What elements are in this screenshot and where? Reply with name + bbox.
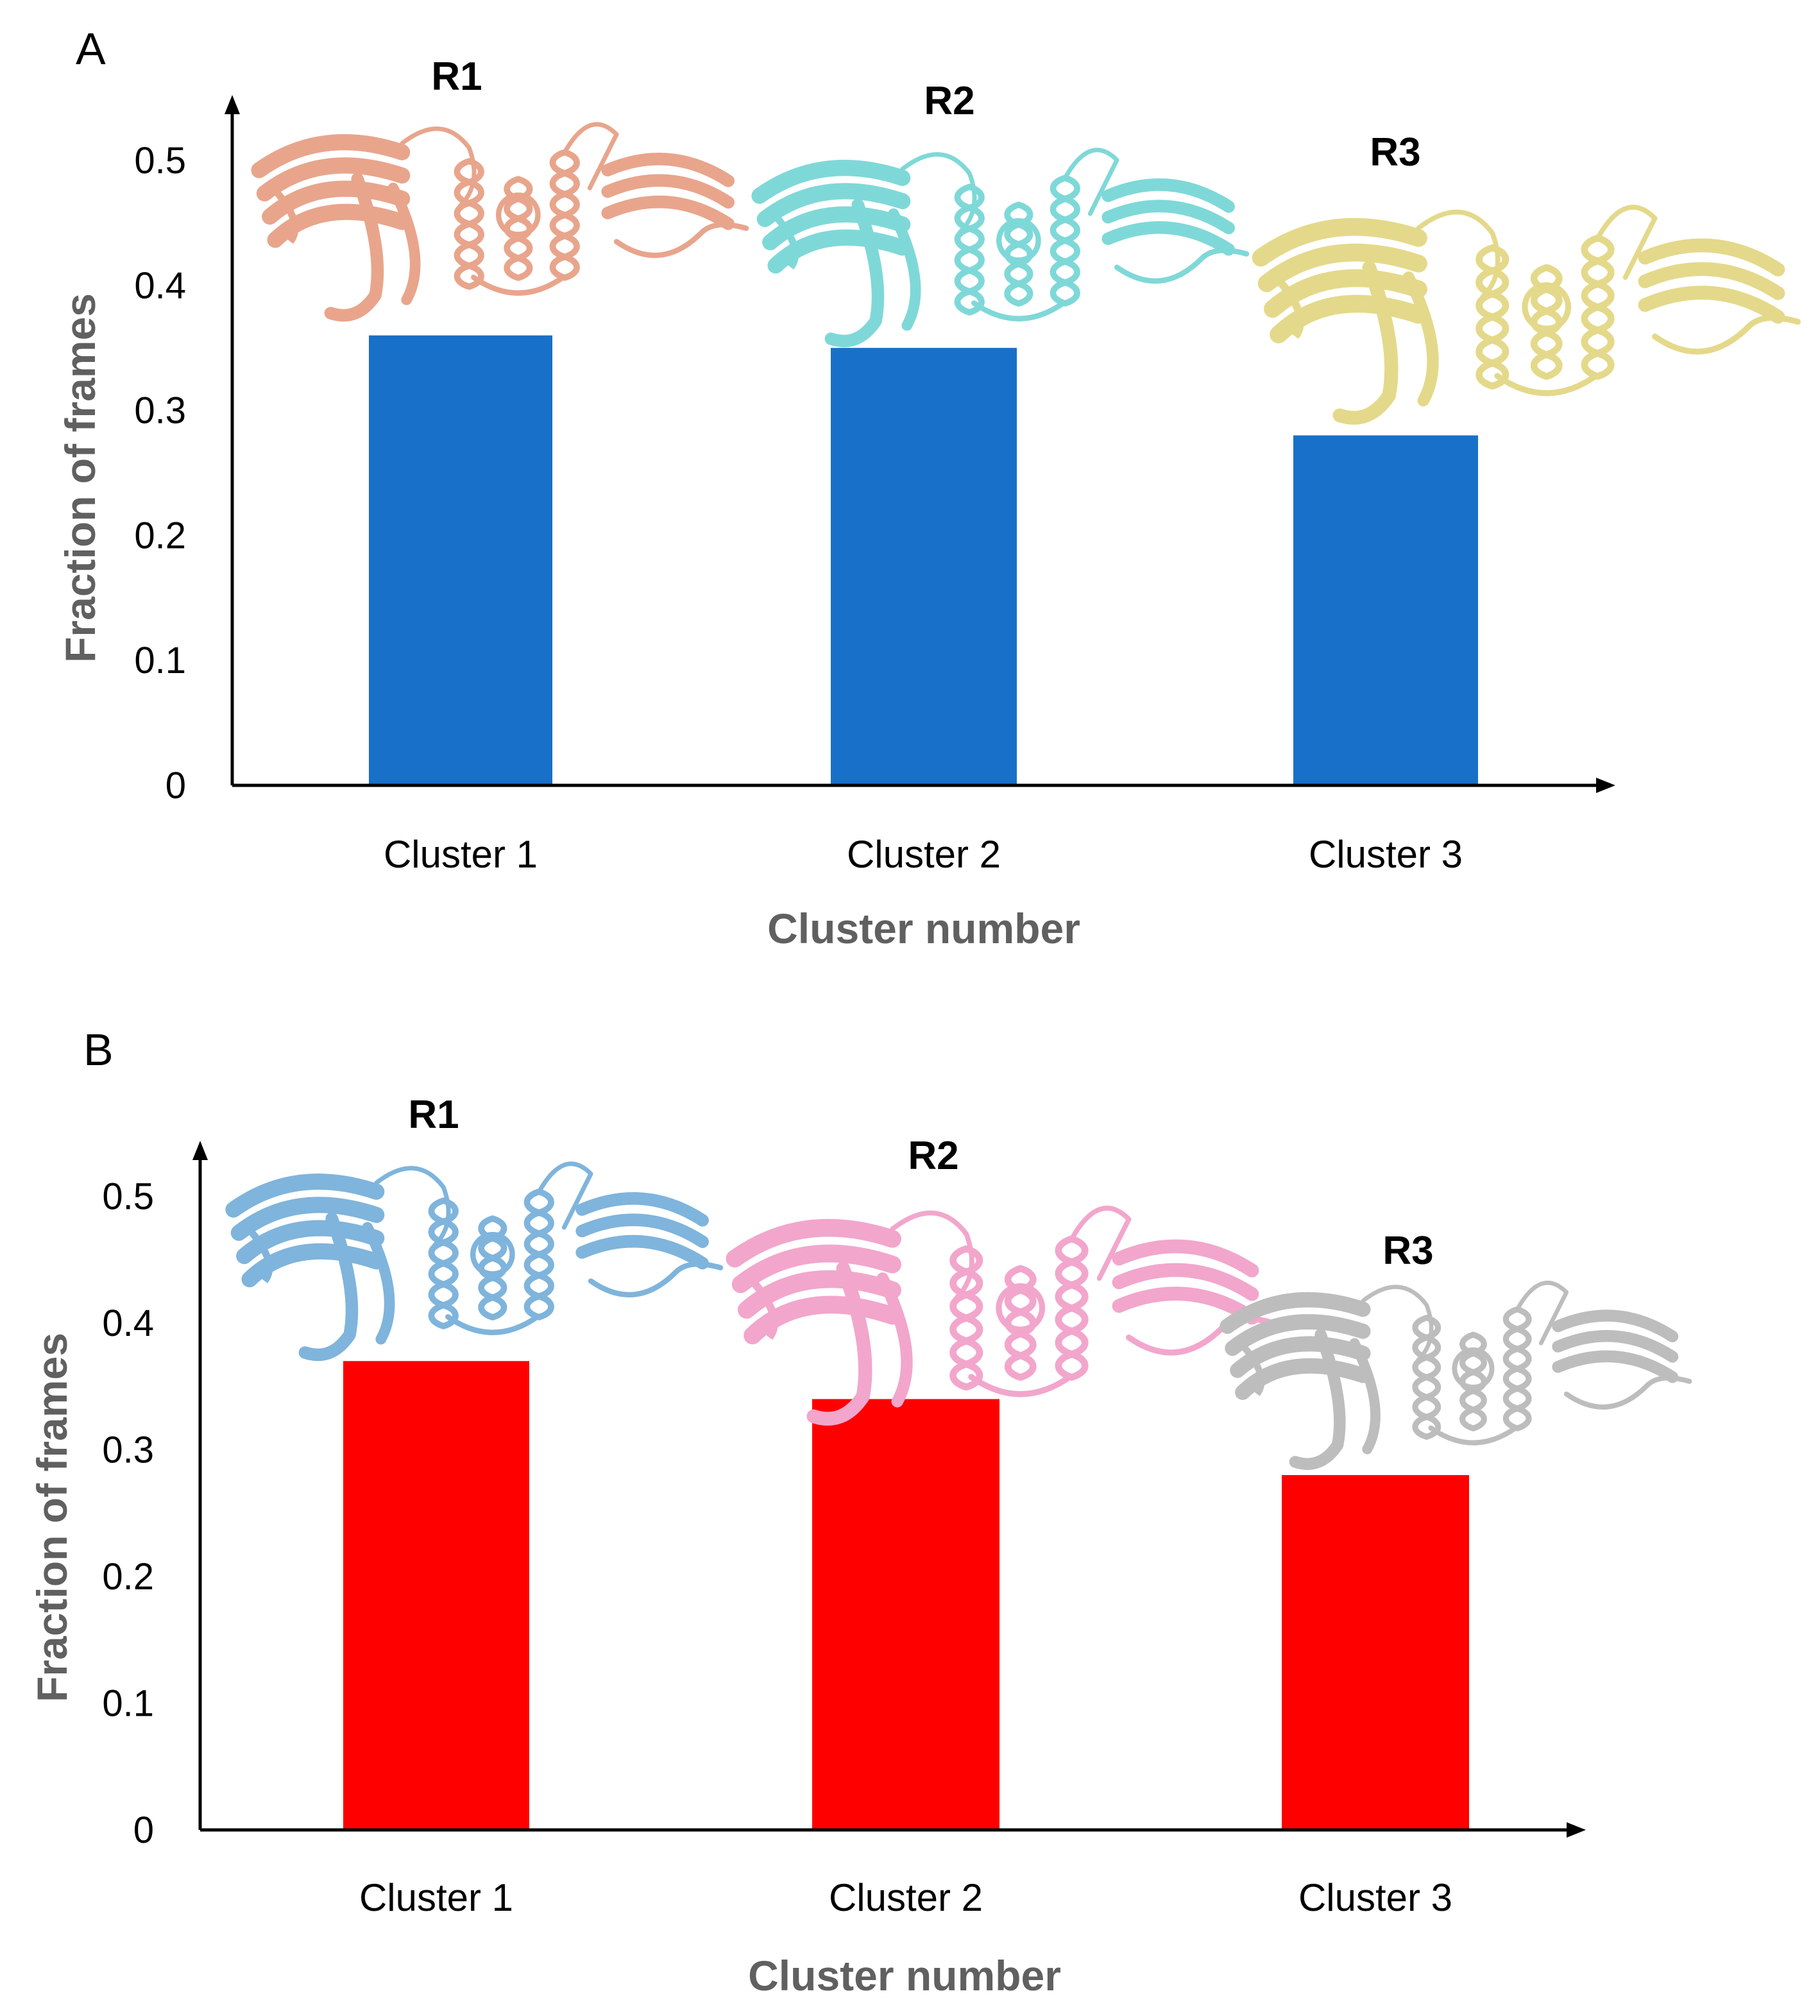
protein-structure-icon [726,1206,1275,1426]
panel-b-bar-2 [812,1399,999,1830]
panel-b-y-tick-label: 0.4 [102,1303,154,1344]
panel-a-chart: A Cluster 1 Cluster 2 Cluster 3 R1 R2 R3 0 0.1 0.… [56,24,1801,952]
panel-b-structure-label: R2 [908,1134,958,1178]
panel-a-x-axis-title: Cluster number [767,905,1080,952]
panel-b-chart: B Cluster 1 Cluster 2 Cluster 3 R1 R2 R3 0 0.1 0.… [28,1025,1692,1999]
panel-a-bar-2 [831,348,1017,785]
panel-b-x-axis-title: Cluster number [748,1952,1061,1999]
panel-a-category-label: Cluster 2 [847,833,1001,876]
panel-b-letter: B [83,1025,114,1075]
panel-b-y-tick-label: 0.3 [102,1430,154,1471]
panel-a-y-tick-label: 0.1 [134,640,186,681]
panel-a-y-tick-label: 0.3 [134,390,186,432]
panel-b-x-axis-arrow [1567,1822,1586,1838]
protein-structure-icon [1220,1280,1692,1470]
panel-b-bar-1 [343,1361,529,1830]
protein-structure-icon [225,1161,724,1362]
panel-b-y-axis-title: Fraction of frames [28,1333,76,1702]
protein-structure-icon [251,122,749,322]
panel-a-y-tick-label: 0.5 [134,140,186,182]
panel-a-y-tick-label: 0.2 [134,515,186,556]
panel-a-y-axis-title: Fraction of frames [56,293,104,663]
panel-b-structure-label: R1 [408,1093,459,1137]
panel-a-y-axis-arrow [225,95,240,114]
panel-b-y-tick-label: 0.2 [102,1556,154,1598]
panel-b-bar-3 [1282,1475,1469,1830]
panel-b-y-axis-arrow [192,1141,208,1160]
panel-a-category-label: Cluster 3 [1309,833,1463,876]
panel-b-y-tick-label: 0 [133,1809,154,1851]
panel-b-category-label: Cluster 1 [359,1876,513,1919]
panel-b-structure-label: R3 [1382,1229,1433,1273]
panel-b-y-tick-label: 0.5 [102,1176,154,1218]
panel-a-structure-label: R3 [1370,130,1420,175]
panel-b-category-label: Cluster 2 [829,1876,983,1919]
panel-a-structure-label: R1 [431,55,482,99]
panel-b-y-tick-label: 0.1 [102,1683,154,1725]
panel-a-bar-3 [1293,435,1478,785]
protein-structure-icon [751,148,1250,348]
panel-a-y-tick-label: 0 [166,765,186,807]
panel-a-category-label: Cluster 1 [384,833,538,876]
panel-a-bar-1 [369,335,552,785]
panel-a-y-tick-label: 0.4 [134,265,186,307]
protein-structure-icon [1252,205,1801,425]
panel-b-category-label: Cluster 3 [1298,1876,1452,1919]
panel-a-structure-label: R2 [924,79,974,123]
panel-a-x-axis-arrow [1596,778,1615,793]
panel-a-letter: A [76,24,106,74]
